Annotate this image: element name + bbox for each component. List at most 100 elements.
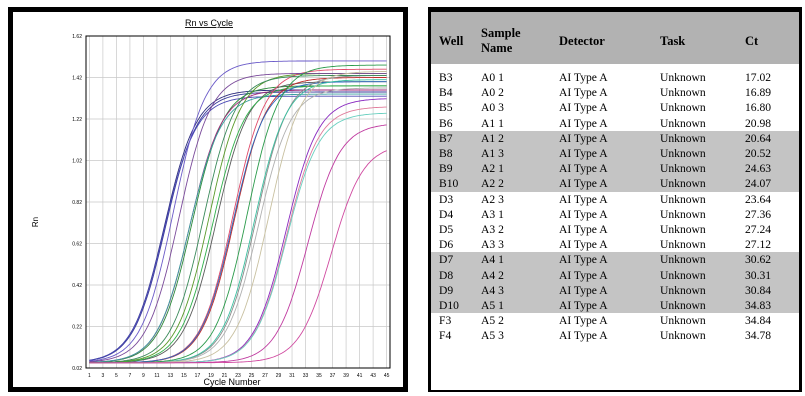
x-tick-labels: 1 3 5 7 9 11 13 15 17 19 21 23 25 27 29 31 33 35 37 39 41 43 4… [88,373,390,379]
cell-detector: AI Type A [559,86,608,100]
cell-well: B4 [439,86,453,100]
cell-task: Unknown [660,268,706,282]
cell-ct: 27.12 [745,238,772,252]
header-well: Well [439,33,464,48]
amplification-curve [89,85,387,364]
table-row: F4 A5 3 AI Type A Unknown 34.78 [431,328,799,343]
cell-detector: AI Type A [559,222,608,236]
cell-detector: AI Type A [559,177,608,191]
cell-sample: A3 2 [481,222,504,236]
x-tick-label: 33 [303,373,309,379]
x-tick-label: 9 [142,373,145,379]
cell-task: Unknown [660,253,706,267]
cell-detector: AI Type A [559,147,608,161]
table-row: B10 A2 2 AI Type A Unknown 24.07 [431,176,799,192]
y-tick-label: 0.62 [72,242,82,248]
x-tick-label: 29 [276,373,282,379]
x-tick-label: 5 [115,373,118,379]
header-task: Task [660,33,686,48]
cell-task: Unknown [660,238,706,252]
cell-sample: A2 3 [481,192,504,206]
cell-task: Unknown [660,71,706,85]
header-sample-name: Sample Name [481,26,521,55]
cell-task: Unknown [660,222,706,236]
table-row: D7 A4 1 AI Type A Unknown 30.62 [431,252,799,268]
cell-sample: A4 3 [481,283,504,297]
results-table: Well Sample Name Detector Task Ct B3 A0 1… [431,12,799,343]
table-row: B7 A1 2 AI Type A Unknown 20.64 [431,130,799,146]
cell-well: D3 [439,192,454,206]
cell-detector: AI Type A [559,329,608,343]
x-tick-label: 1 [88,373,91,379]
cell-ct: 24.63 [745,162,772,176]
cell-detector: AI Type A [559,268,608,282]
cell-ct: 24.07 [745,177,772,191]
cell-detector: AI Type A [559,162,608,176]
cell-ct: 30.31 [745,268,772,282]
y-tick-label: 0.02 [72,366,82,372]
cell-sample: A5 3 [481,329,504,343]
table-body: B3 A0 1 AI Type A Unknown 17.02 B4 A0 2 AI Type… [431,64,799,343]
cell-sample: A1 3 [481,147,504,161]
x-tick-label: 45 [384,373,390,379]
amplification-curves [89,60,387,364]
cell-well: D6 [439,238,454,252]
cell-detector: AI Type A [559,314,608,328]
x-tick-label: 3 [101,373,104,379]
cell-ct: 16.80 [745,101,772,115]
cell-well: D5 [439,222,454,236]
cell-detector: AI Type A [559,253,608,267]
cell-well: B6 [439,116,453,130]
cell-sample: A1 2 [481,131,504,145]
header-detector: Detector [559,33,605,48]
amplification-curve [89,95,387,361]
cell-detector: AI Type A [559,101,608,115]
table-row: D9 A4 3 AI Type A Unknown 30.84 [431,282,799,298]
table-row: D6 A3 3 AI Type A Unknown 27.12 [431,237,799,252]
cell-task: Unknown [660,283,706,297]
results-table-container: Well Sample Name Detector Task Ct B3 A0 1… [431,12,799,390]
x-axis-label: Cycle Number [203,377,260,387]
cell-task: Unknown [660,177,706,191]
table-row: D4 A3 1 AI Type A Unknown 27.36 [431,207,799,222]
table-row: B8 A1 3 AI Type A Unknown 20.52 [431,145,799,162]
cell-sample: A0 3 [481,101,504,115]
cell-task: Unknown [660,207,706,221]
x-tick-label: 39 [343,373,349,379]
chart-panel: Rn vs Cycle Rn Cycle Number 0.02 0.22 0.42… [8,7,408,392]
cell-task: Unknown [660,131,706,145]
table-row: D10 A5 1 AI Type A Unknown 34.83 [431,297,799,313]
cell-task: Unknown [660,162,706,176]
x-tick-label: 23 [235,373,241,379]
table-row: F3 A5 2 AI Type A Unknown 34.84 [431,313,799,328]
table-row: D3 A2 3 AI Type A Unknown 23.64 [431,192,799,207]
cell-sample: A0 1 [481,71,504,85]
table-row: B6 A1 1 AI Type A Unknown 20.98 [431,116,799,131]
amplification-curve [89,150,387,364]
cell-ct: 34.84 [745,314,772,328]
header-ct: Ct [745,33,759,48]
table-panel: Well Sample Name Detector Task Ct B3 A0 1… [428,7,802,392]
cell-task: Unknown [660,86,706,100]
x-tick-label: 31 [289,373,295,379]
cell-detector: AI Type A [559,71,608,85]
cell-sample: A0 2 [481,86,504,100]
y-tick-label: 1.62 [72,34,82,40]
x-tick-label: 15 [181,373,187,379]
cell-sample: A5 1 [481,298,504,312]
cell-detector: AI Type A [559,192,608,206]
x-tick-label: 17 [195,373,201,379]
cell-well: D10 [439,298,459,312]
table-row: D5 A3 2 AI Type A Unknown 27.24 [431,222,799,237]
y-axis-label: Rn [31,217,40,227]
x-tick-label: 25 [249,373,255,379]
amplification-curve [89,60,387,362]
cell-ct: 20.52 [745,147,772,161]
y-tick-label: 0.42 [72,283,82,289]
table-row: B3 A0 1 AI Type A Unknown 17.02 [431,70,799,85]
cell-sample: A1 1 [481,116,504,130]
cell-well: B9 [439,162,453,176]
amplification-curve [89,91,387,361]
cell-ct: 20.98 [745,116,772,130]
cell-well: B7 [439,131,453,145]
